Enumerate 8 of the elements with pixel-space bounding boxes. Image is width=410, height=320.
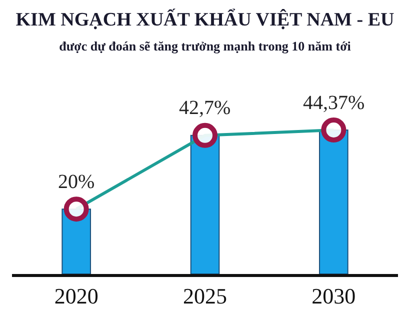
data-label: 44,37%	[303, 92, 365, 114]
data-label: 42,7%	[179, 97, 231, 119]
chart-subtitle: được dự đoán sẽ tăng trưởng mạnh trong 10 năm tới	[59, 38, 352, 54]
x-tick-label: 2025	[183, 283, 227, 308]
chart-title: KIM NGẠCH XUẤT KHẨU VIỆT NAM - EU	[16, 8, 394, 31]
x-tick-label: 2030	[312, 283, 356, 308]
data-label: 20%	[58, 171, 95, 193]
x-tick-label: 2020	[54, 283, 98, 308]
